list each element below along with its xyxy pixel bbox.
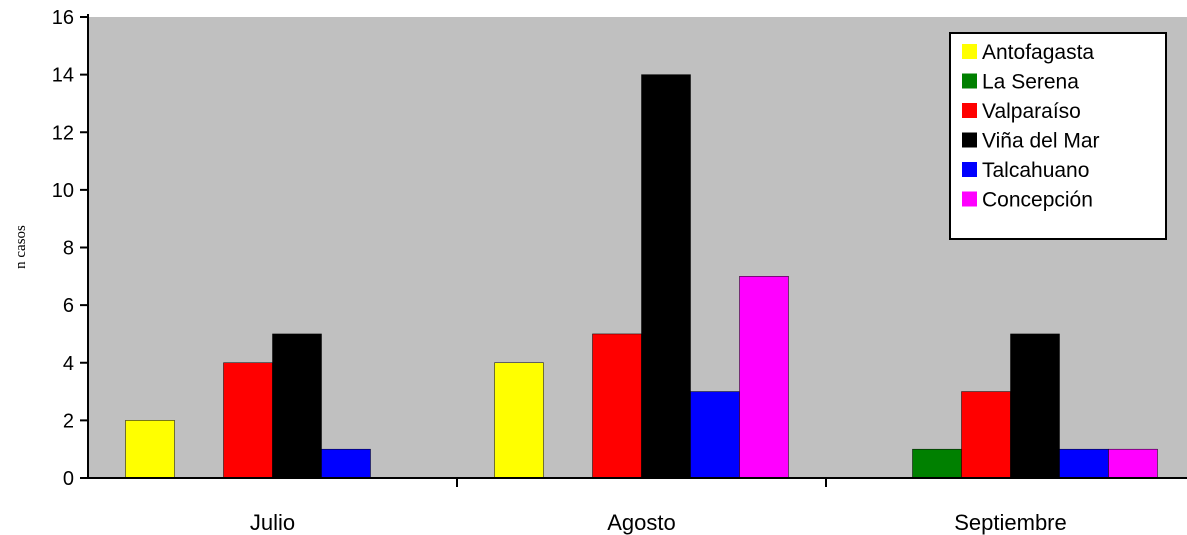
legend-label: Concepción [982, 189, 1093, 212]
legend-swatch [962, 191, 977, 207]
y-tick-label: 4 [63, 353, 74, 375]
bar-vi-a-del-mar-agosto [641, 74, 691, 479]
legend-label: Viña del Mar [982, 130, 1100, 153]
y-tick-label: 2 [63, 410, 74, 432]
y-tick-label: 12 [52, 122, 74, 144]
y-axis-label: n casos [13, 225, 29, 269]
y-tick-label: 8 [63, 238, 74, 260]
bar-valpara-so-agosto [592, 333, 642, 479]
legend-swatch [962, 162, 977, 177]
legend-swatch [962, 44, 977, 59]
bar-antofagasta-julio [125, 420, 175, 479]
bar-vi-a-del-mar-julio [272, 333, 322, 479]
legend-box [949, 32, 1167, 240]
bar-valpara-so-septiembre [961, 391, 1011, 479]
bar-antofagasta-agosto [494, 362, 544, 479]
y-tick-label: 16 [52, 7, 74, 29]
legend: Antofagasta La Serena Valparaíso Viña del M… [949, 32, 1167, 240]
bars-group [125, 74, 1158, 479]
y-tick-label: 6 [63, 295, 74, 317]
legend-label: Talcahuano [982, 159, 1089, 182]
legend-swatch [962, 132, 977, 148]
legend-label: La Serena [982, 71, 1079, 94]
y-tick-label: 0 [63, 468, 74, 490]
legend-label: Antofagasta [982, 41, 1094, 64]
bar-valpara-so-julio [223, 362, 273, 479]
bar-talcahuano-agosto [690, 391, 740, 479]
bar-concepci-n-agosto [739, 276, 789, 479]
y-tick-label: 10 [52, 180, 74, 202]
axes-group: 0 2 4 6 8 10 12 14 16 Julio Agosto Septiembre [52, 7, 1187, 535]
bar-talcahuano-julio [321, 448, 371, 479]
bar-vi-a-del-mar-septiembre [1010, 333, 1060, 479]
x-category-label: Julio [250, 510, 295, 535]
legend-label: Valparaíso [982, 100, 1081, 123]
bar-la-serena-septiembre [912, 448, 962, 479]
x-category-label: Agosto [607, 510, 676, 535]
bar-talcahuano-septiembre [1059, 448, 1109, 479]
y-tick-label: 14 [52, 65, 74, 87]
x-category-label: Septiembre [954, 510, 1067, 535]
legend-swatch [962, 73, 977, 89]
bar-concepci-n-septiembre [1108, 448, 1158, 479]
legend-swatch [962, 103, 977, 118]
